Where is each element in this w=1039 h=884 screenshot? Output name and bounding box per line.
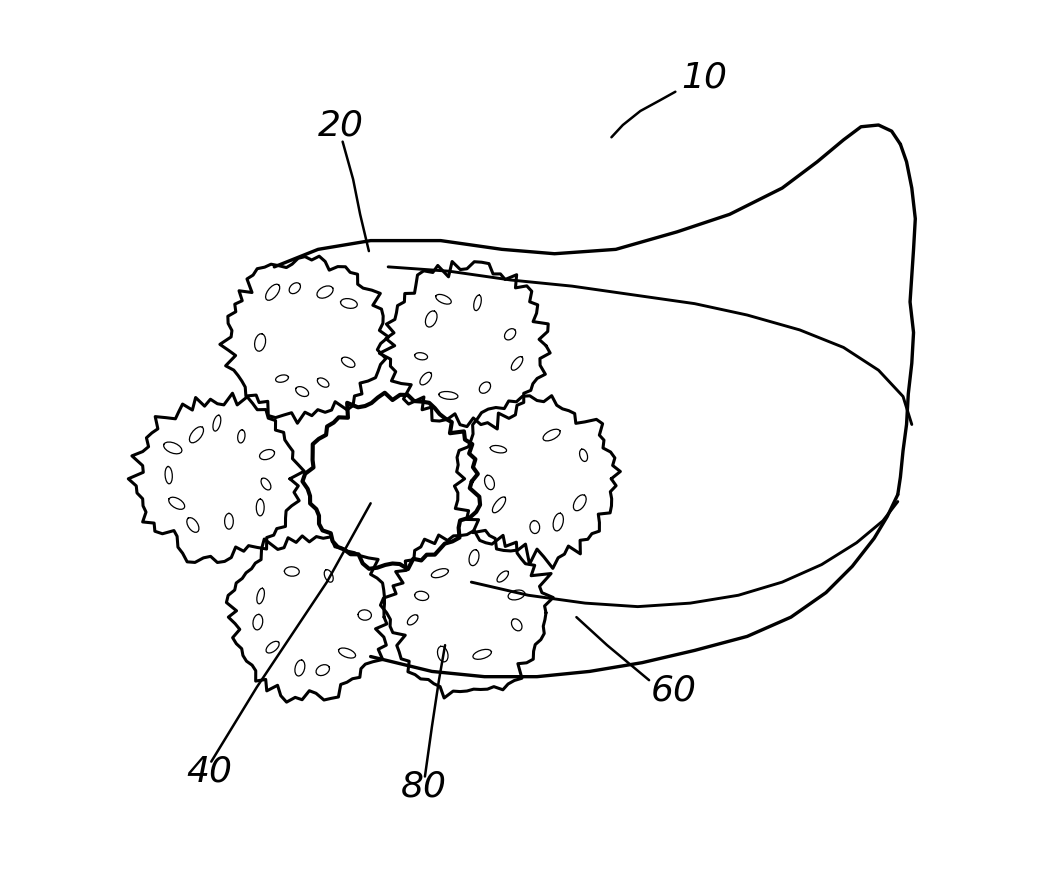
Text: 60: 60 (650, 674, 697, 707)
Text: 10: 10 (682, 60, 727, 95)
Text: 20: 20 (318, 109, 364, 142)
Text: 80: 80 (401, 770, 447, 804)
Text: 40: 40 (187, 755, 233, 789)
